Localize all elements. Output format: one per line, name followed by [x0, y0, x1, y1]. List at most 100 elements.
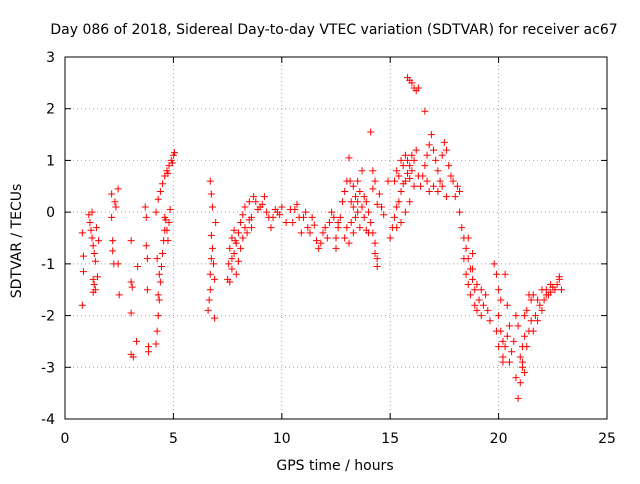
- data-point-marker: [369, 229, 377, 237]
- data-point-marker: [345, 239, 353, 247]
- data-point-marker: [78, 229, 86, 237]
- data-point-marker: [397, 187, 405, 195]
- data-point-marker: [258, 200, 266, 208]
- data-point-marker: [164, 169, 172, 177]
- data-point-marker: [108, 213, 116, 221]
- data-point-marker: [438, 182, 446, 190]
- data-point-marker: [352, 213, 360, 221]
- x-tick-label: 10: [273, 431, 291, 447]
- data-point-marker: [397, 156, 405, 164]
- data-point-marker: [319, 229, 327, 237]
- axis-tick-labels: 0 5 10 15 20 25 -4 -3 -2 -1 0 1 2 3: [41, 50, 616, 447]
- data-point-marker: [109, 237, 117, 245]
- data-point-marker: [486, 317, 494, 325]
- data-point-marker: [289, 218, 297, 226]
- data-point-marker: [512, 374, 520, 382]
- data-point-marker: [323, 234, 331, 242]
- data-point-marker: [456, 187, 464, 195]
- data-point-marker: [129, 353, 137, 361]
- data-point-marker: [464, 281, 472, 289]
- data-point-marker: [115, 291, 123, 299]
- data-point-marker: [434, 167, 442, 175]
- data-point-marker: [477, 312, 485, 320]
- data-point-marker: [152, 208, 160, 216]
- data-point-marker: [142, 242, 150, 250]
- data-point-marker: [540, 296, 548, 304]
- data-point-marker: [354, 198, 362, 206]
- data-point-marker: [247, 224, 255, 232]
- data-point-marker: [471, 301, 479, 309]
- y-tick-label: -4: [41, 412, 55, 428]
- data-point-marker: [469, 275, 477, 283]
- data-point-marker: [205, 296, 213, 304]
- data-point-marker: [430, 146, 438, 154]
- data-point-marker: [310, 221, 318, 229]
- data-point-marker: [334, 218, 342, 226]
- data-point-marker: [141, 203, 149, 211]
- data-point-marker: [469, 265, 477, 273]
- data-point-marker: [144, 348, 152, 356]
- data-point-marker: [495, 312, 503, 320]
- data-point-marker: [336, 213, 344, 221]
- data-point-marker: [143, 255, 151, 263]
- data-point-marker: [436, 177, 444, 185]
- data-point-marker: [90, 281, 98, 289]
- data-point-marker: [495, 286, 503, 294]
- data-point-marker: [451, 193, 459, 201]
- data-point-marker: [134, 262, 142, 270]
- data-point-marker: [360, 193, 368, 201]
- y-tick-label: 2: [46, 102, 55, 118]
- data-point-marker: [462, 270, 470, 278]
- data-point-marker: [92, 224, 100, 232]
- data-point-marker: [508, 348, 516, 356]
- data-point-marker: [330, 213, 338, 221]
- y-tick-label: -3: [41, 360, 55, 376]
- data-point-marker: [155, 270, 163, 278]
- data-point-marker: [453, 182, 461, 190]
- data-point-marker: [153, 255, 161, 263]
- data-point-marker: [529, 291, 537, 299]
- data-point-marker: [404, 169, 412, 177]
- data-point-marker: [547, 288, 555, 296]
- data-point-marker: [375, 190, 383, 198]
- data-point-marker: [293, 200, 301, 208]
- data-point-marker: [473, 306, 481, 314]
- data-point-marker: [252, 198, 260, 206]
- data-point-marker: [534, 296, 542, 304]
- data-point-marker: [332, 234, 340, 242]
- data-point-marker: [391, 213, 399, 221]
- data-point-marker: [555, 273, 563, 281]
- data-point-marker: [356, 224, 364, 232]
- data-point-marker: [397, 218, 405, 226]
- data-point-marker: [534, 317, 542, 325]
- data-point-marker: [278, 203, 286, 211]
- data-point-marker: [367, 128, 375, 136]
- data-point-marker: [341, 187, 349, 195]
- data-point-marker: [86, 218, 94, 226]
- data-point-marker: [512, 312, 520, 320]
- data-point-marker: [469, 250, 477, 258]
- data-point-marker: [371, 177, 379, 185]
- data-point-marker: [421, 162, 429, 170]
- x-tick-label: 5: [169, 431, 178, 447]
- data-point-marker: [241, 224, 249, 232]
- data-point-marker: [109, 247, 117, 255]
- data-point-marker: [343, 224, 351, 232]
- data-point-marker: [232, 270, 240, 278]
- data-point-marker: [328, 208, 336, 216]
- data-point-marker: [475, 296, 483, 304]
- data-point-marker: [211, 275, 219, 283]
- data-point-marker: [239, 234, 247, 242]
- data-point-marker: [417, 182, 425, 190]
- data-point-marker: [492, 327, 500, 335]
- data-point-marker: [128, 283, 136, 291]
- data-point-marker: [94, 273, 102, 281]
- data-point-marker: [516, 379, 524, 387]
- data-point-marker: [460, 255, 468, 263]
- y-tick-label: -2: [41, 309, 55, 325]
- data-point-marker: [529, 327, 537, 335]
- data-point-marker: [538, 286, 546, 294]
- data-point-marker: [527, 296, 535, 304]
- data-point-marker: [88, 208, 96, 216]
- data-point-marker: [538, 306, 546, 314]
